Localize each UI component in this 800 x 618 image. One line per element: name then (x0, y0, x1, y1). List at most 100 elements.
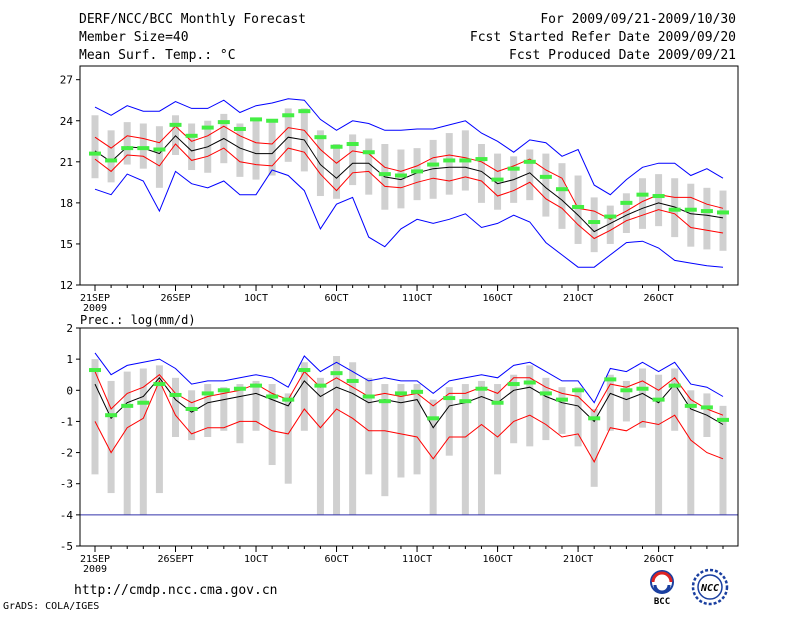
precip-climatology-marker (346, 378, 359, 383)
temp-climatology-marker (89, 151, 101, 156)
precip-spread-box (284, 393, 292, 484)
temp-climatology-marker (507, 166, 520, 171)
precip-climatology-marker (539, 391, 552, 396)
temp-climatology-marker (217, 120, 230, 125)
temp-y-tick-label: 18 (60, 197, 73, 210)
bcc-logo: BCC (641, 568, 683, 607)
precip-climatology-marker (717, 417, 729, 422)
precip-spread-box (413, 384, 421, 475)
temp-y-tick-label: 27 (60, 74, 73, 87)
temp-y-tick-label: 24 (60, 115, 74, 128)
temp-climatology-marker (185, 133, 198, 138)
temp-climatology-marker (298, 109, 311, 114)
precip-climatology-marker (700, 405, 713, 410)
variable-label: Mean Surf. Temp.: °C (79, 48, 236, 63)
temp-climatology-marker (620, 200, 633, 205)
temp-climatology-marker (378, 172, 391, 177)
temp-x-tick-label: 11OCT (402, 293, 432, 304)
temp-spread-box (252, 120, 260, 180)
precip-plot-frame (79, 327, 739, 547)
precip-climatology-marker (314, 383, 327, 388)
temp-climatology-marker (636, 192, 649, 197)
precip-climatology-marker (507, 382, 520, 387)
temp-spread-box (687, 183, 695, 247)
temp-climatology-marker (555, 187, 568, 192)
precip-climatology-marker (330, 371, 343, 376)
precip-climatology-marker (572, 388, 585, 393)
precip-climatology-marker (362, 394, 375, 399)
precip-climatology-marker (250, 383, 263, 388)
temp-line-max (94, 98, 724, 196)
precip-y-tick-label: 0 (66, 384, 73, 397)
source-url[interactable]: http://cmdp.ncc.cma.gov.cn (74, 583, 278, 598)
temp-spread-box (91, 115, 99, 179)
temp-climatology-marker (153, 147, 166, 152)
temp-line-min (94, 169, 724, 268)
precip-climatology-marker (394, 391, 407, 396)
precip-spread-box (542, 377, 550, 441)
precip-climatology-marker (668, 383, 681, 388)
precip-spread-box (316, 377, 324, 515)
precip-spread-box (687, 390, 695, 515)
precip-spread-box (590, 408, 598, 487)
temp-climatology-marker (523, 159, 536, 164)
bcc-logo-text: BCC (654, 597, 670, 606)
precip-spread-box (477, 380, 485, 515)
precip-climatology-marker (588, 416, 601, 421)
precip-climatology-marker (153, 382, 166, 387)
temp-climatology-marker (539, 174, 552, 179)
precip-x-tick-label: 26OCT (644, 554, 674, 565)
member-size-label: Member Size=40 (79, 30, 189, 45)
precip-line-lower (94, 379, 724, 463)
precip-spread-box (300, 362, 308, 431)
temp-climatology-marker (137, 146, 150, 151)
temp-climatology-marker (717, 210, 729, 215)
temp-climatology-marker (604, 214, 617, 219)
precip-climatology-marker (636, 386, 649, 391)
temp-climatology-marker (346, 142, 359, 147)
temp-climatology-marker (475, 157, 488, 162)
precip-spread-box (445, 387, 453, 456)
precip-climatology-marker (169, 392, 182, 397)
temp-spread-box (526, 149, 534, 201)
temp-spread-box (123, 122, 131, 165)
precip-climatology-marker (378, 399, 391, 404)
precip-spread-box (461, 384, 469, 515)
temp-climatology-marker (233, 126, 246, 131)
precip-line-mean (94, 376, 724, 429)
precip-spread-box (236, 384, 244, 444)
temp-climatology-marker (330, 144, 343, 149)
precip-spread-box (558, 387, 566, 434)
precip-climatology-marker (555, 397, 568, 402)
precip-climatology-marker (459, 399, 472, 404)
temp-spread-box (155, 126, 163, 188)
temp-x-tick-label: 21OCT (563, 293, 593, 304)
temp-spread-box (590, 197, 598, 253)
precip-climatology-marker (411, 389, 424, 394)
temp-climatology-marker (121, 146, 134, 151)
temp-spread-box (107, 130, 115, 183)
temp-spread-box (413, 148, 421, 201)
temp-spread-box (172, 115, 180, 155)
temp-spread-box (333, 144, 341, 199)
temp-climatology-marker (652, 194, 665, 199)
precip-x-year-label: 2009 (83, 564, 107, 575)
precip-y-tick-label: -4 (60, 509, 74, 522)
precip-x-tick-label: 16OCT (483, 554, 513, 565)
temp-climatology-marker (684, 207, 697, 212)
temp-line-mean (94, 135, 724, 233)
precip-x-tick-label: 6OCT (324, 554, 348, 565)
bcc-logo-icon: BCC (650, 570, 674, 607)
precip-spread-box (638, 368, 646, 428)
temp-climatology-marker (700, 209, 713, 214)
precip-x-tick-label: 21SEP (80, 554, 110, 565)
precip-spread-box (622, 380, 630, 422)
forecast-produced-label: Fcst Produced Date 2009/09/21 (509, 48, 736, 63)
precip-climatology-marker (620, 388, 633, 393)
precip-spread-box (381, 384, 389, 497)
temp-climatology-marker (314, 135, 327, 140)
precip-y-tick-label: -2 (60, 447, 73, 460)
precip-climatology-marker (491, 400, 504, 405)
precip-spread-box (655, 374, 663, 515)
